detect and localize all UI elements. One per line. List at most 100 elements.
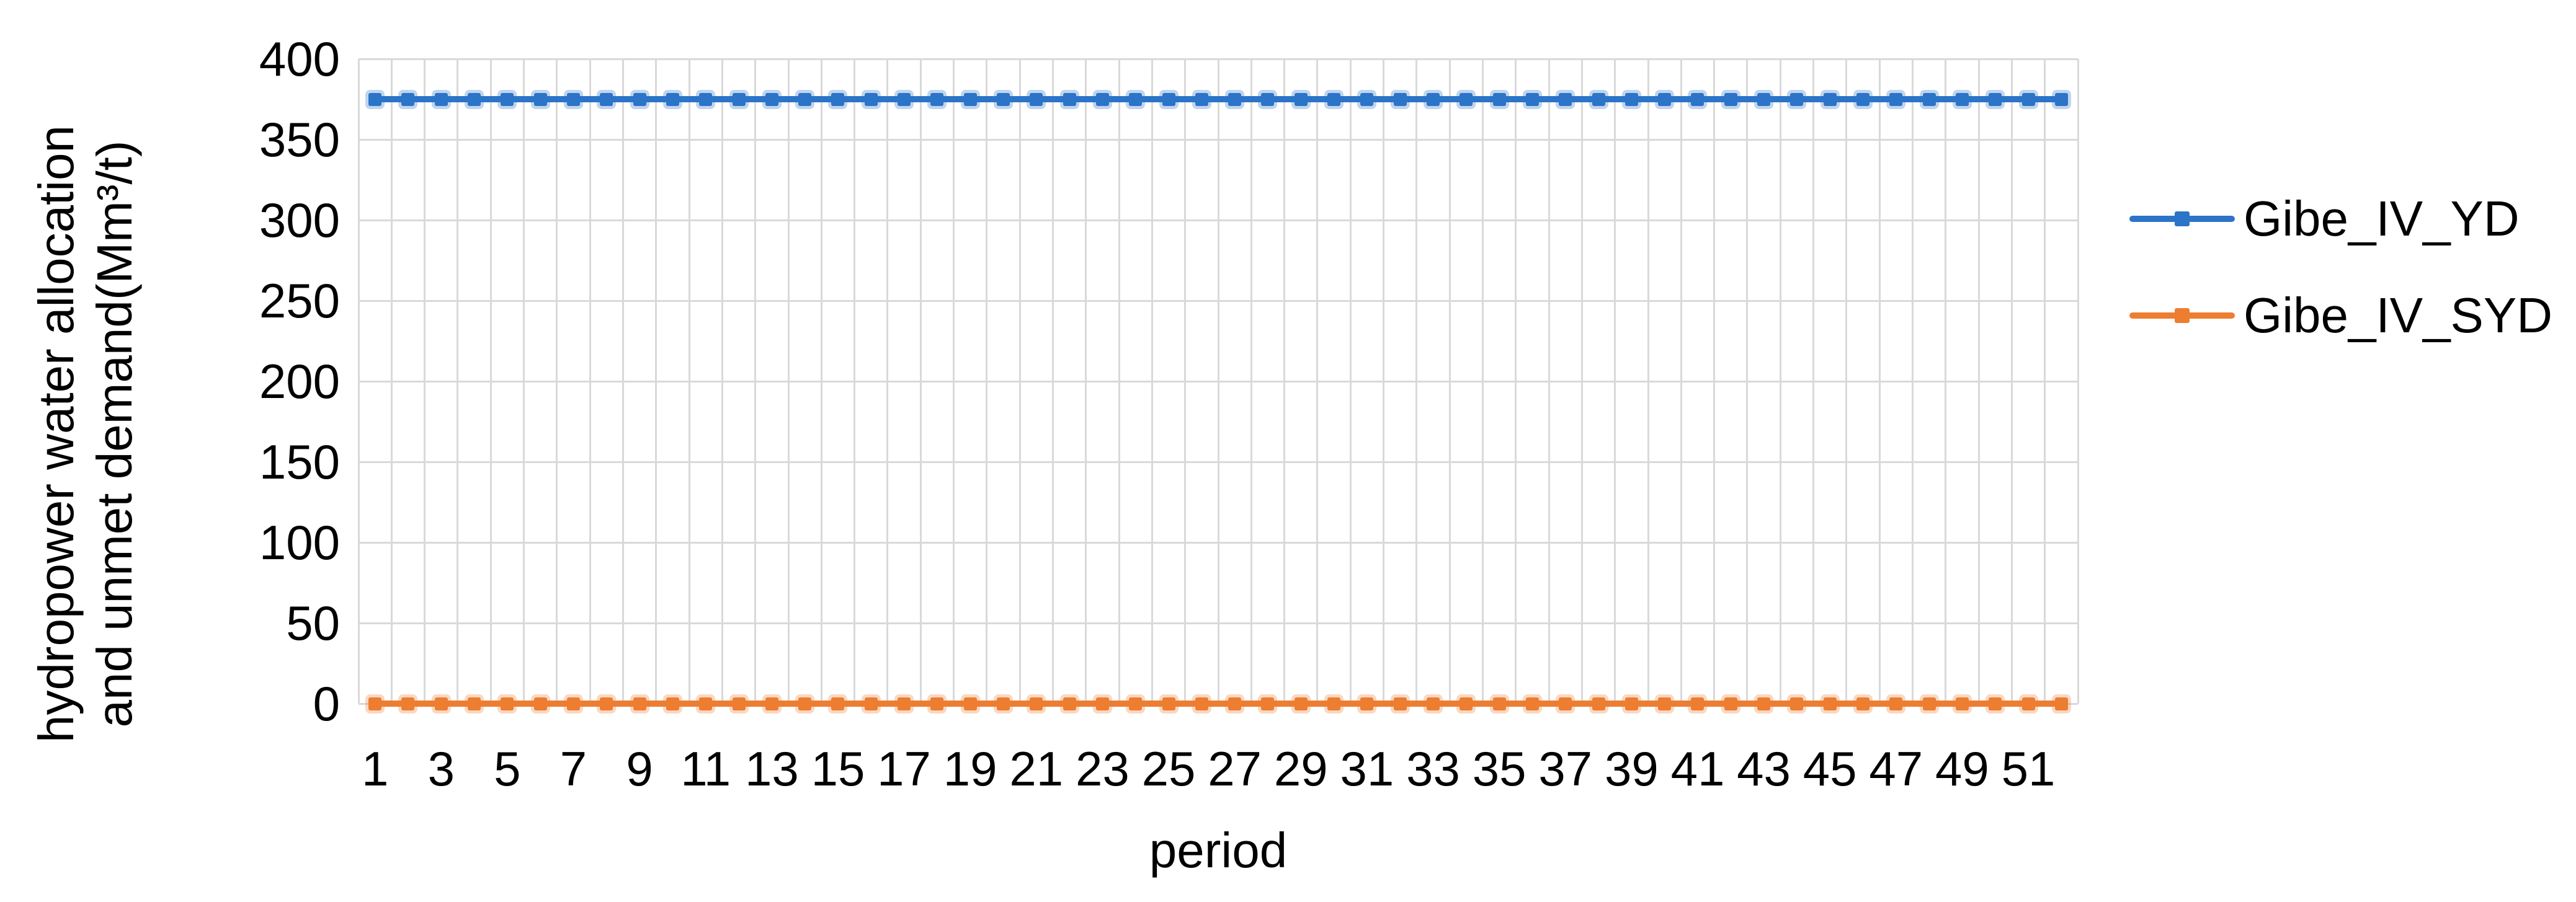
data-point-gibe_iv_syd <box>434 697 448 710</box>
data-point-gibe_iv_syd <box>1393 697 1407 710</box>
data-point-gibe_iv_yd <box>1492 92 1506 106</box>
x-tick-label: 15 <box>811 741 865 796</box>
data-point-gibe_iv_yd <box>1525 92 1539 106</box>
data-point-gibe_iv_yd <box>567 92 580 106</box>
data-point-gibe_iv_yd <box>732 92 746 106</box>
data-point-gibe_iv_yd <box>765 92 778 106</box>
data-point-gibe_iv_yd <box>1856 92 1870 106</box>
data-point-gibe_iv_yd <box>1724 92 1737 106</box>
y-tick-label: 0 <box>313 676 340 731</box>
data-point-gibe_iv_yd <box>1624 92 1638 106</box>
data-point-gibe_iv_syd <box>831 697 845 710</box>
data-point-gibe_iv_syd <box>1261 697 1275 710</box>
data-point-gibe_iv_syd <box>533 697 547 710</box>
data-point-gibe_iv_syd <box>1624 697 1638 710</box>
data-point-gibe_iv_syd <box>1327 697 1341 710</box>
data-point-gibe_iv_yd <box>468 92 481 106</box>
legend-label: Gibe_IV_SYD <box>2244 288 2553 343</box>
x-tick-label: 25 <box>1141 741 1196 796</box>
horizontal-gridline <box>359 541 2078 544</box>
data-point-gibe_iv_yd <box>368 92 382 106</box>
data-point-gibe_iv_yd <box>1592 92 1605 106</box>
horizontal-gridline <box>359 219 2078 221</box>
y-tick-label: 250 <box>259 273 340 328</box>
series-line-gibe_iv_yd <box>375 96 2062 102</box>
horizontal-gridline <box>359 299 2078 302</box>
data-point-gibe_iv_syd <box>765 697 778 710</box>
data-point-gibe_iv_syd <box>1228 697 1242 710</box>
data-point-gibe_iv_syd <box>633 697 646 710</box>
data-point-gibe_iv_syd <box>368 697 382 710</box>
x-tick-label: 3 <box>427 741 455 796</box>
data-point-gibe_iv_syd <box>666 697 679 710</box>
data-point-gibe_iv_yd <box>1294 92 1308 106</box>
data-point-gibe_iv_syd <box>1195 697 1208 710</box>
data-point-gibe_iv_yd <box>2021 92 2035 106</box>
data-point-gibe_iv_yd <box>1658 92 1672 106</box>
x-tick-label: 13 <box>744 741 799 796</box>
data-point-gibe_iv_yd <box>1063 92 1076 106</box>
x-tick-label: 7 <box>559 741 587 796</box>
data-point-gibe_iv_yd <box>401 92 415 106</box>
data-point-gibe_iv_yd <box>533 92 547 106</box>
data-point-gibe_iv_yd <box>1955 92 1969 106</box>
data-point-gibe_iv_yd <box>1095 92 1109 106</box>
data-point-gibe_iv_syd <box>1129 697 1143 710</box>
horizontal-gridline <box>359 380 2078 382</box>
data-point-gibe_iv_yd <box>1757 92 1771 106</box>
data-point-gibe_iv_syd <box>1063 697 1076 710</box>
data-point-gibe_iv_syd <box>1790 697 1804 710</box>
data-point-gibe_iv_yd <box>898 92 911 106</box>
data-point-gibe_iv_yd <box>434 92 448 106</box>
data-point-gibe_iv_yd <box>666 92 679 106</box>
data-point-gibe_iv_syd <box>732 697 746 710</box>
y-tick-label: 350 <box>259 112 340 167</box>
horizontal-gridline <box>359 138 2078 141</box>
data-point-gibe_iv_yd <box>1129 92 1143 106</box>
x-tick-label: 33 <box>1406 741 1460 796</box>
data-point-gibe_iv_syd <box>1427 697 1440 710</box>
data-point-gibe_iv_syd <box>2054 697 2068 710</box>
data-point-gibe_iv_yd <box>997 92 1010 106</box>
x-axis-title: period <box>1149 823 1288 878</box>
data-point-gibe_iv_syd <box>1095 697 1109 710</box>
y-tick-label: 150 <box>259 435 340 489</box>
x-tick-label: 29 <box>1273 741 1328 796</box>
data-point-gibe_iv_yd <box>1691 92 1705 106</box>
data-point-gibe_iv_yd <box>1460 92 1473 106</box>
y-tick-label: 100 <box>259 515 340 570</box>
x-tick-label: 9 <box>626 741 653 796</box>
data-point-gibe_iv_syd <box>1989 697 2002 710</box>
data-point-gibe_iv_yd <box>831 92 845 106</box>
x-tick-label: 51 <box>2001 741 2056 796</box>
data-point-gibe_iv_syd <box>1691 697 1705 710</box>
x-tick-label: 23 <box>1076 741 1130 796</box>
data-point-gibe_iv_yd <box>1922 92 1936 106</box>
data-point-gibe_iv_yd <box>1889 92 1903 106</box>
data-point-gibe_iv_yd <box>633 92 646 106</box>
x-tick-label: 43 <box>1737 741 1791 796</box>
legend-label: Gibe_IV_YD <box>2244 191 2520 246</box>
data-point-gibe_iv_syd <box>1856 697 1870 710</box>
data-point-gibe_iv_yd <box>1360 92 1374 106</box>
vertical-gridline <box>2077 59 2079 704</box>
data-point-gibe_iv_yd <box>1427 92 1440 106</box>
x-tick-label: 17 <box>877 741 931 796</box>
x-tick-label: 31 <box>1340 741 1394 796</box>
data-point-gibe_iv_syd <box>1889 697 1903 710</box>
data-point-gibe_iv_syd <box>1559 697 1572 710</box>
legend-marker-swatch <box>2175 308 2190 323</box>
data-point-gibe_iv_syd <box>699 697 713 710</box>
data-point-gibe_iv_yd <box>864 92 878 106</box>
data-point-gibe_iv_syd <box>1922 697 1936 710</box>
data-point-gibe_iv_syd <box>798 697 812 710</box>
data-point-gibe_iv_syd <box>1823 697 1837 710</box>
data-point-gibe_iv_yd <box>1790 92 1804 106</box>
x-tick-label: 37 <box>1538 741 1593 796</box>
data-point-gibe_iv_yd <box>501 92 514 106</box>
y-axis-title: hydropower water allocation and unmet de… <box>27 125 144 743</box>
horizontal-gridline <box>359 461 2078 463</box>
data-point-gibe_iv_syd <box>501 697 514 710</box>
data-point-gibe_iv_syd <box>898 697 911 710</box>
